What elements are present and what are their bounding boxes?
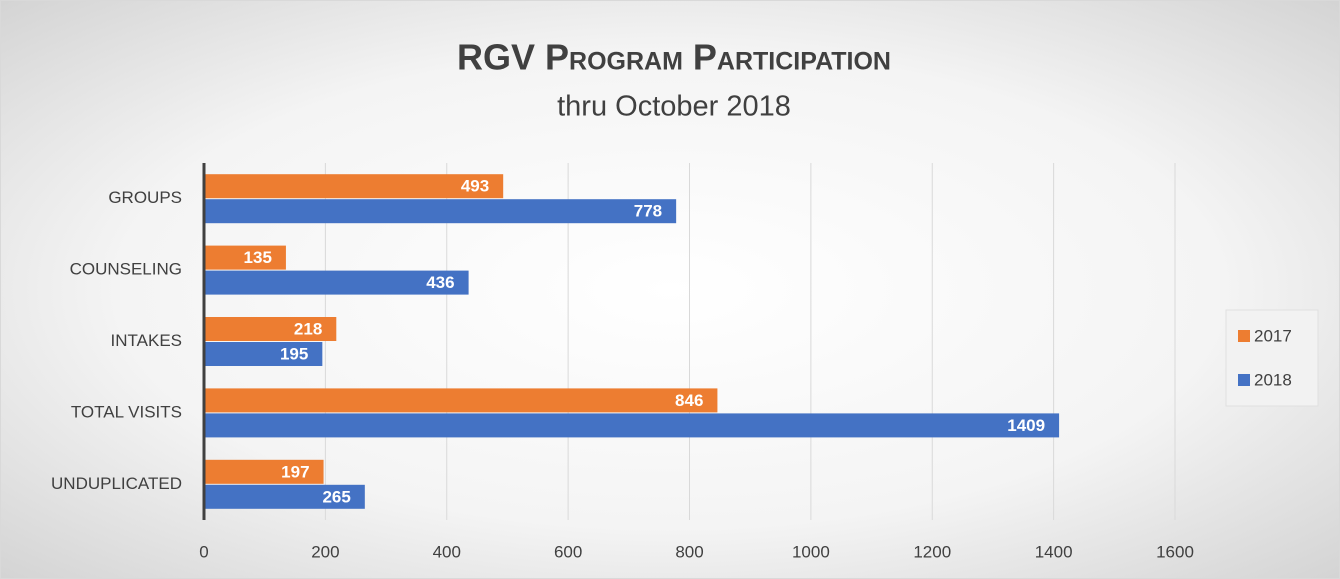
chart-title: RGV Program Participation [457, 37, 891, 78]
value-label: 135 [244, 248, 272, 267]
value-label: 493 [461, 177, 489, 196]
legend-box [1225, 309, 1319, 407]
bar [204, 199, 677, 224]
value-label: 436 [426, 273, 454, 292]
value-label: 195 [280, 344, 308, 363]
legend-swatch [1238, 330, 1250, 342]
chart-subtitle: thru October 2018 [557, 91, 791, 123]
y-tick-label: GROUPS [108, 188, 182, 207]
bar [204, 388, 718, 413]
bar [204, 174, 504, 199]
bar [204, 413, 1060, 438]
bar [204, 459, 324, 484]
value-label: 197 [281, 462, 309, 481]
legend-swatch [1238, 374, 1250, 386]
x-tick-label: 1200 [913, 542, 951, 561]
y-tick-label: INTAKES [111, 331, 182, 350]
x-tick-label: 800 [675, 542, 703, 561]
bar [204, 270, 469, 295]
x-tick-label: 400 [433, 542, 461, 561]
x-tick-label: 0 [199, 542, 208, 561]
x-tick-label: 600 [554, 542, 582, 561]
x-tick-label: 1600 [1156, 542, 1194, 561]
x-tick-label: 200 [311, 542, 339, 561]
y-tick-label: TOTAL VISITS [71, 402, 182, 421]
legend-label: 2018 [1254, 370, 1292, 389]
value-label: 1409 [1007, 416, 1045, 435]
y-tick-label: COUNSELING [70, 260, 182, 279]
value-label: 218 [294, 319, 322, 338]
bar [204, 245, 286, 270]
bar [204, 484, 365, 509]
y-tick-label: UNDUPLICATED [51, 474, 182, 493]
bar [204, 317, 337, 341]
x-tick-label: 1000 [792, 542, 830, 561]
value-label: 846 [675, 391, 703, 410]
legend-label: 2017 [1254, 326, 1292, 345]
bar [204, 342, 323, 366]
value-label: 778 [634, 202, 662, 221]
value-label: 265 [322, 487, 350, 506]
x-tick-label: 1400 [1035, 542, 1073, 561]
